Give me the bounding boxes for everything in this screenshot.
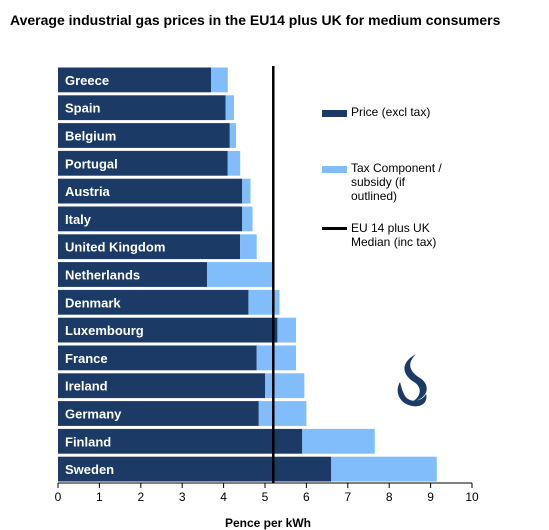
legend-label: Median (inc tax) bbox=[351, 235, 436, 249]
bar-price-sweden bbox=[58, 456, 332, 482]
bar-tax-belgium bbox=[229, 123, 237, 148]
x-tick-label: 4 bbox=[220, 490, 227, 504]
bar-tax-spain bbox=[225, 95, 234, 121]
bar-price-austria bbox=[58, 178, 243, 204]
bar-tax-ireland bbox=[265, 373, 305, 399]
x-tick-label: 10 bbox=[465, 490, 479, 504]
bar-tax-portugal bbox=[227, 150, 241, 176]
x-tick-label: 0 bbox=[55, 490, 62, 504]
bar-tax-greece bbox=[211, 67, 228, 93]
x-tick-label: 9 bbox=[427, 490, 434, 504]
bars-group bbox=[58, 67, 437, 482]
bar-tax-united-kingdom bbox=[240, 234, 257, 260]
bar-tax-austria bbox=[242, 178, 251, 204]
flame-logo-swirl bbox=[404, 354, 427, 402]
category-label-france: France bbox=[65, 351, 108, 366]
category-label-spain: Spain bbox=[65, 101, 100, 116]
bar-price-spain bbox=[58, 95, 226, 121]
legend-label: Tax Component / bbox=[351, 161, 442, 175]
category-label-belgium: Belgium bbox=[65, 129, 116, 144]
legend: Price (excl tax) Tax Component /subsidy (… bbox=[322, 105, 442, 249]
bar-price-ireland bbox=[58, 373, 265, 399]
legend-swatch-tax bbox=[322, 166, 347, 173]
x-tick-label: 6 bbox=[303, 490, 310, 504]
x-axis-label: Pence per kWh bbox=[225, 516, 311, 530]
category-label-portugal: Portugal bbox=[65, 156, 118, 171]
category-label-ireland: Ireland bbox=[65, 379, 108, 394]
category-label-greece: Greece bbox=[65, 73, 109, 88]
bar-price-italy bbox=[58, 206, 243, 232]
x-tick-label: 3 bbox=[179, 490, 186, 504]
category-label-germany: Germany bbox=[65, 407, 122, 422]
bar-tax-netherlands bbox=[207, 262, 274, 287]
bar-price-germany bbox=[58, 401, 259, 426]
flame-logo-base bbox=[397, 382, 427, 407]
flame-logo bbox=[397, 354, 427, 407]
bar-price-greece bbox=[58, 67, 212, 93]
bar-price-finland bbox=[58, 428, 303, 454]
x-tick-label: 1 bbox=[96, 490, 103, 504]
bar-price-luxembourg bbox=[58, 317, 278, 343]
legend-swatch-median bbox=[322, 227, 347, 230]
category-label-luxembourg: Luxembourg bbox=[65, 323, 144, 338]
category-labels: Greece Spain Belgium Portugal Austria Italy Un… bbox=[65, 73, 165, 477]
bar-price-denmark bbox=[58, 289, 249, 315]
bar-price-portugal bbox=[58, 150, 228, 176]
legend-label: Price (excl tax) bbox=[351, 105, 430, 119]
bar-price-netherlands bbox=[58, 262, 208, 287]
bar-price-united-kingdom bbox=[58, 234, 241, 260]
category-label-austria: Austria bbox=[65, 184, 111, 199]
bar-tax-france bbox=[256, 345, 297, 371]
chart-title: Average industrial gas prices in the EU1… bbox=[10, 12, 501, 28]
bar-tax-italy bbox=[242, 206, 253, 232]
category-label-sweden: Sweden bbox=[65, 462, 114, 477]
x-tick-label: 2 bbox=[137, 490, 144, 504]
category-label-finland: Finland bbox=[65, 434, 111, 449]
category-label-united-kingdom: United Kingdom bbox=[65, 240, 165, 255]
legend-label: subsidy (if bbox=[351, 175, 406, 189]
x-tick-label: 8 bbox=[386, 490, 393, 504]
bar-tax-finland bbox=[302, 428, 375, 454]
legend-label: outlined) bbox=[351, 189, 397, 203]
category-label-netherlands: Netherlands bbox=[65, 268, 140, 283]
bar-tax-denmark bbox=[248, 289, 280, 315]
category-label-italy: Italy bbox=[65, 212, 92, 227]
bar-tax-germany bbox=[258, 401, 307, 426]
x-axis-ticks: 0 1 2 3 4 5 6 7 8 9 10 bbox=[55, 483, 479, 504]
category-label-denmark: Denmark bbox=[65, 295, 121, 310]
legend-swatch-price bbox=[322, 110, 347, 117]
bar-price-france bbox=[58, 345, 257, 371]
bar-tax-luxembourg bbox=[277, 317, 297, 343]
bar-price-belgium bbox=[58, 123, 230, 148]
bar-tax-sweden bbox=[331, 456, 437, 482]
x-tick-label: 5 bbox=[262, 490, 269, 504]
legend-label: EU 14 plus UK bbox=[351, 221, 430, 235]
x-tick-label: 7 bbox=[344, 490, 351, 504]
